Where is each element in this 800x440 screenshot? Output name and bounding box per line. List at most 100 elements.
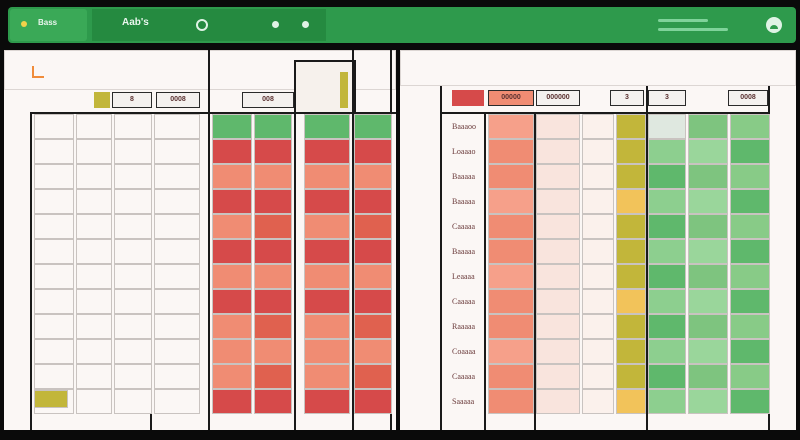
heat-cell[interactable] [688,214,728,239]
heat-cell[interactable] [354,264,392,289]
table-cell[interactable] [114,214,152,239]
table-cell[interactable] [76,264,112,289]
col-header[interactable]: 8 [112,92,152,108]
table-cell[interactable] [536,164,580,189]
heat-cell[interactable] [212,289,252,314]
heat-cell[interactable] [488,264,534,289]
heat-cell[interactable] [688,114,728,139]
heat-cell[interactable] [304,389,350,414]
table-cell[interactable] [34,114,74,139]
table-cell[interactable] [114,289,152,314]
table-cell[interactable] [76,164,112,189]
col-header[interactable]: 008 [242,92,294,108]
heat-cell[interactable] [354,389,392,414]
heat-cell[interactable] [212,239,252,264]
table-cell[interactable] [34,264,74,289]
heat-cell[interactable] [616,264,646,289]
table-cell[interactable] [582,289,614,314]
heat-cell[interactable] [730,289,770,314]
heat-cell[interactable] [212,164,252,189]
table-cell[interactable] [154,114,200,139]
header-cell[interactable] [304,114,350,139]
table-cell[interactable] [76,364,112,389]
heat-cell[interactable] [254,189,292,214]
heat-cell[interactable] [488,189,534,214]
heat-cell[interactable] [304,339,350,364]
heat-cell[interactable] [648,289,686,314]
table-cell[interactable] [582,189,614,214]
table-cell[interactable] [154,189,200,214]
heat-cell[interactable] [212,214,252,239]
table-cell[interactable] [76,214,112,239]
heat-cell[interactable] [688,364,728,389]
table-cell[interactable] [536,339,580,364]
table-cell[interactable] [114,114,152,139]
table-cell[interactable] [536,139,580,164]
heat-cell[interactable] [254,264,292,289]
table-cell[interactable] [114,389,152,414]
col-header[interactable]: 000000 [536,90,580,106]
table-cell[interactable] [154,239,200,264]
circle-status-icon[interactable] [196,19,208,31]
table-cell[interactable] [154,289,200,314]
heat-cell[interactable] [212,264,252,289]
heat-cell[interactable] [254,339,292,364]
account-icon[interactable] [766,17,782,33]
heat-cell[interactable] [616,214,646,239]
heat-cell[interactable] [730,214,770,239]
table-cell[interactable] [76,389,112,414]
table-cell[interactable] [76,289,112,314]
col-header[interactable]: 3 [610,90,644,106]
table-cell[interactable] [76,114,112,139]
heat-cell[interactable] [688,239,728,264]
heat-cell[interactable] [730,314,770,339]
heat-cell[interactable] [212,339,252,364]
heat-cell[interactable] [304,189,350,214]
table-cell[interactable] [582,364,614,389]
heat-cell[interactable] [648,264,686,289]
header-cell[interactable] [254,114,292,139]
table-cell[interactable] [34,164,74,189]
table-cell[interactable] [114,339,152,364]
heat-cell[interactable] [648,214,686,239]
table-cell[interactable] [114,139,152,164]
table-cell[interactable] [114,239,152,264]
dot-icon[interactable] [302,21,309,28]
heat-cell[interactable] [688,289,728,314]
heat-cell[interactable] [488,389,534,414]
table-cell[interactable] [536,289,580,314]
heat-cell[interactable] [488,339,534,364]
table-cell[interactable] [536,314,580,339]
table-cell[interactable] [34,189,74,214]
heat-cell[interactable] [616,389,646,414]
table-cell[interactable] [114,364,152,389]
heat-cell[interactable] [688,339,728,364]
heat-cell[interactable] [616,364,646,389]
table-cell[interactable] [536,239,580,264]
heat-cell[interactable] [304,364,350,389]
table-cell[interactable] [582,139,614,164]
table-cell[interactable] [34,239,74,264]
heat-cell[interactable] [730,239,770,264]
heat-cell[interactable] [254,214,292,239]
table-cell[interactable] [114,264,152,289]
heat-cell[interactable] [488,214,534,239]
heat-cell[interactable] [648,164,686,189]
heat-cell[interactable] [648,364,686,389]
heat-cell[interactable] [254,164,292,189]
heat-cell[interactable] [648,139,686,164]
table-cell[interactable] [34,289,74,314]
heat-cell[interactable] [254,314,292,339]
heat-cell[interactable] [354,339,392,364]
heat-cell[interactable] [354,214,392,239]
heat-cell[interactable] [688,264,728,289]
heat-cell[interactable] [354,139,392,164]
header-cell[interactable] [212,114,252,139]
heat-cell[interactable] [488,239,534,264]
heat-cell[interactable] [730,164,770,189]
table-cell[interactable] [114,164,152,189]
table-cell[interactable] [76,339,112,364]
heat-cell[interactable] [354,314,392,339]
heat-cell[interactable] [730,114,770,139]
heat-cell[interactable] [688,189,728,214]
